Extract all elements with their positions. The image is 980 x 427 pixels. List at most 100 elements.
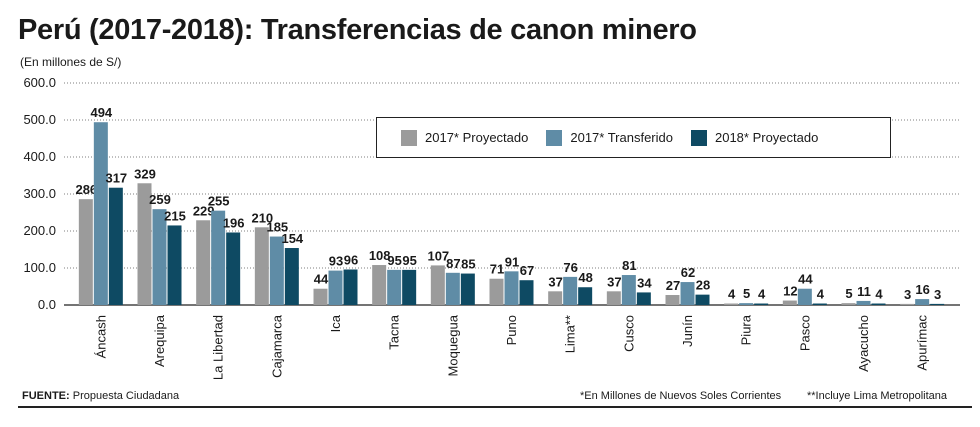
data-label: 62 xyxy=(681,265,695,280)
data-label: 210 xyxy=(251,210,273,225)
data-label: 215 xyxy=(164,208,186,223)
x-tick-label: Ayacucho xyxy=(856,315,871,372)
data-label: 95 xyxy=(402,253,416,268)
data-label: 48 xyxy=(578,270,592,285)
data-label: 196 xyxy=(223,215,245,230)
data-label: 37 xyxy=(607,274,621,289)
data-label: 229 xyxy=(193,203,215,218)
data-label: 91 xyxy=(505,254,519,269)
data-label: 3 xyxy=(934,287,941,302)
bar xyxy=(739,303,754,305)
bar xyxy=(782,300,797,305)
bar xyxy=(636,292,651,305)
x-tick-label: Puno xyxy=(504,315,519,345)
data-label: 494 xyxy=(90,105,112,120)
data-label: 185 xyxy=(266,220,288,235)
data-label: 34 xyxy=(637,275,652,290)
data-label: 5 xyxy=(743,286,750,301)
data-label: 37 xyxy=(548,274,562,289)
bar xyxy=(167,225,182,305)
bar xyxy=(548,291,563,305)
data-label: 96 xyxy=(344,252,358,267)
data-label: 4 xyxy=(758,287,766,302)
data-label: 286 xyxy=(75,182,97,197)
bar xyxy=(387,269,402,305)
bar xyxy=(78,199,93,305)
chart-subtitle: (En millones de S/) xyxy=(20,55,122,69)
x-tick-label: Ica xyxy=(328,314,343,332)
data-label: 81 xyxy=(622,258,636,273)
bar xyxy=(313,288,328,305)
data-label: 28 xyxy=(696,278,710,293)
bar xyxy=(621,275,636,305)
bar xyxy=(724,303,739,305)
data-label: 108 xyxy=(369,248,391,263)
bar xyxy=(489,278,504,305)
data-label: 95 xyxy=(387,253,401,268)
legend-swatch xyxy=(690,129,707,146)
data-label: 4 xyxy=(875,287,883,302)
y-tick-label: 600.0 xyxy=(23,75,56,90)
note-currency: *En Millones de Nuevos Soles Corrientes xyxy=(580,390,782,402)
bar xyxy=(196,220,211,305)
data-label: 329 xyxy=(134,166,156,181)
bar xyxy=(211,210,226,305)
data-label: 12 xyxy=(783,284,797,299)
bar xyxy=(108,187,123,305)
x-tick-label: Apurímac xyxy=(915,315,930,371)
chart-legend: 2017* Proyectado 2017* Transferido 2018*… xyxy=(376,117,891,158)
bar xyxy=(856,300,871,305)
data-label: 85 xyxy=(461,257,475,272)
bar xyxy=(930,303,945,305)
data-label: 3 xyxy=(904,287,911,302)
x-tick-label: Tacna xyxy=(387,314,402,349)
legend-swatch xyxy=(546,129,563,146)
x-tick-label: Cusco xyxy=(621,315,636,352)
bar xyxy=(328,270,343,305)
bar xyxy=(343,269,358,305)
bar xyxy=(695,294,710,305)
y-tick-label: 400.0 xyxy=(23,149,56,164)
data-label: 87 xyxy=(446,256,460,271)
bar xyxy=(606,291,621,305)
legend-label: 2018* Proyectado xyxy=(714,130,819,145)
footer-divider xyxy=(18,406,972,408)
data-label: 317 xyxy=(105,171,127,186)
x-tick-label: Moquegua xyxy=(445,314,460,376)
bar xyxy=(445,272,460,305)
bar xyxy=(578,287,593,305)
x-tick-label: Pasco xyxy=(797,315,812,351)
x-tick-label: Lima** xyxy=(563,315,578,353)
bar xyxy=(284,248,299,305)
data-label: 255 xyxy=(208,194,230,209)
y-tick-label: 500.0 xyxy=(23,112,56,127)
x-tick-label: La Libertad xyxy=(211,315,226,380)
bar xyxy=(93,122,108,305)
bar xyxy=(915,299,930,305)
data-label: 4 xyxy=(728,287,736,302)
bar xyxy=(137,183,152,305)
legend-label: 2017* Proyectado xyxy=(425,130,529,145)
bar xyxy=(754,303,769,305)
legend-swatch xyxy=(401,129,417,146)
bar xyxy=(460,273,475,305)
source-credit: FUENTE: Propuesta Ciudadana xyxy=(22,390,179,402)
bar xyxy=(504,271,519,305)
data-label: 76 xyxy=(563,260,577,275)
data-label: 4 xyxy=(817,287,825,302)
data-label: 44 xyxy=(798,272,813,287)
legend-item-2017-proyectado: 2017* Proyectado xyxy=(401,129,529,146)
bar xyxy=(402,269,417,305)
data-label: 44 xyxy=(314,272,329,287)
bar xyxy=(430,265,445,305)
data-label: 5 xyxy=(845,286,852,301)
data-label: 67 xyxy=(520,263,534,278)
x-tick-label: Áncash xyxy=(93,315,108,358)
bar xyxy=(519,280,534,305)
y-tick-label: 0.0 xyxy=(38,297,56,312)
bar xyxy=(563,276,578,305)
y-tick-label: 200.0 xyxy=(23,223,56,238)
chart-title: Perú (2017-2018): Transferencias de cano… xyxy=(18,14,697,46)
bar xyxy=(680,282,695,305)
